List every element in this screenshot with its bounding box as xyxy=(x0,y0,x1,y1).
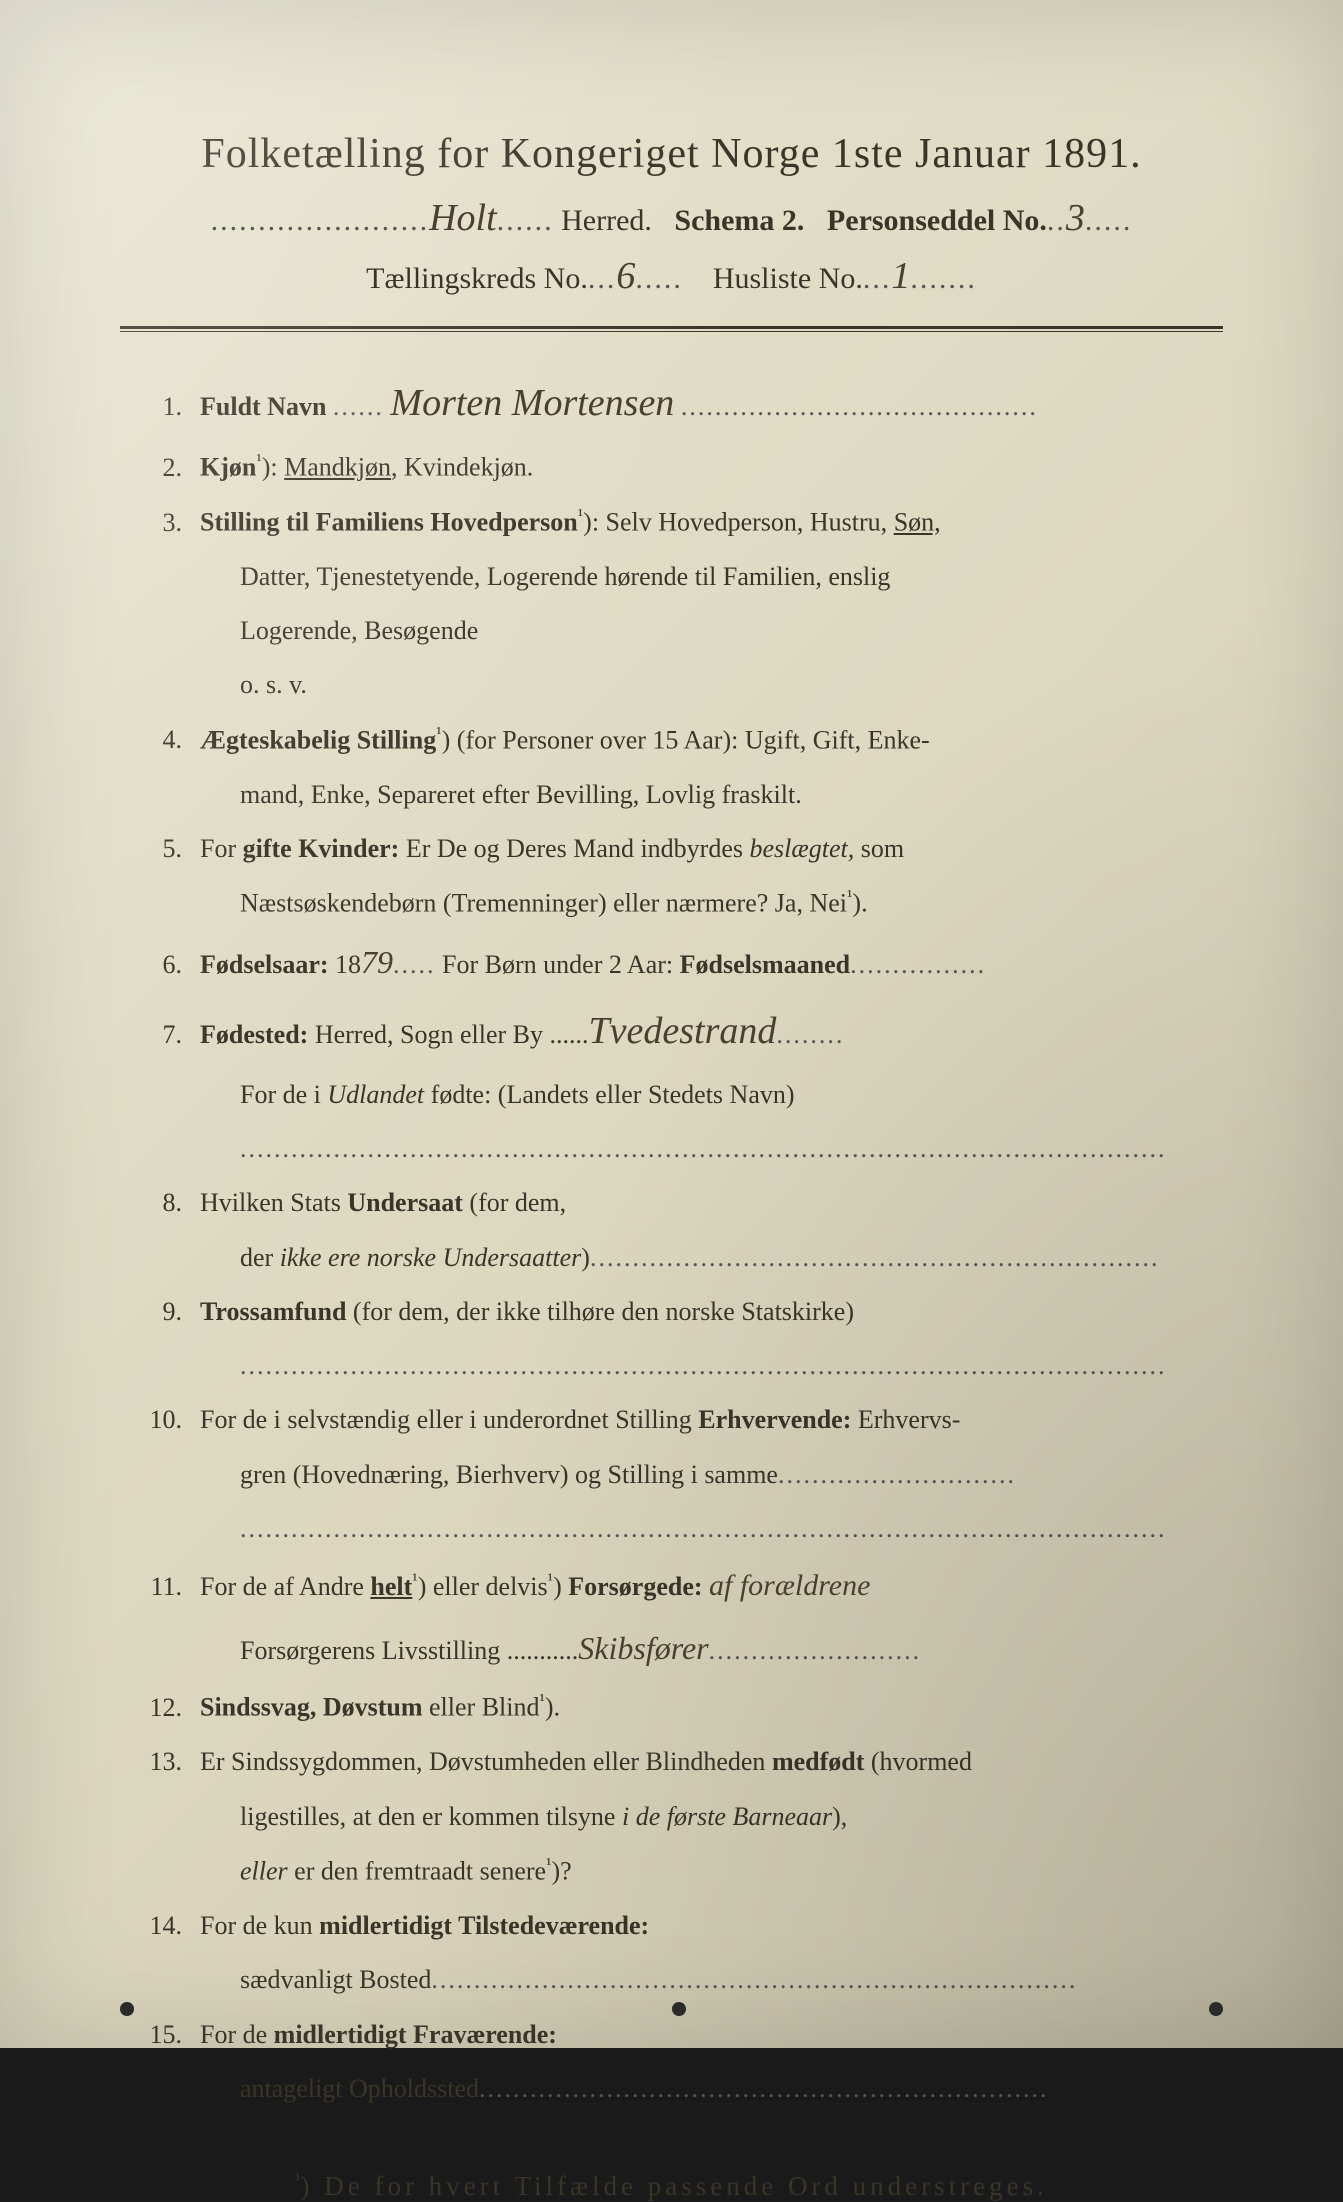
field-3: 3. Stilling til Familiens Hovedperson¹):… xyxy=(140,502,1203,543)
f15-line2: antageligt Opholdssted..................… xyxy=(240,2069,1203,2109)
f3-line1: Selv Hovedperson, Hustru, xyxy=(606,508,894,537)
field-num-4: 4. xyxy=(140,720,200,760)
f7-dots: ........................................… xyxy=(240,1129,1203,1169)
f5-bold: gifte Kvinder: xyxy=(243,834,400,863)
field-num-9: 9. xyxy=(140,1292,200,1332)
field-14: 14. For de kun midlertidigt Tilstedevære… xyxy=(140,1906,1203,1946)
field-num-7: 7. xyxy=(140,1015,200,1055)
f6-year: 79 xyxy=(361,938,393,988)
field-7: 7. Fødested: Herred, Sogn eller By .....… xyxy=(140,1002,1203,1061)
punch-hole-right xyxy=(1209,2002,1223,2016)
f3-label: Stilling til Familiens Hovedperson xyxy=(200,508,578,537)
f7-line2: For de i Udlandet fødte: (Landets eller … xyxy=(240,1075,1203,1115)
punch-hole-mid xyxy=(672,2002,686,2016)
field-11: 11. For de af Andre helt¹) eller delvis¹… xyxy=(140,1563,1203,1610)
herred-line: .......................Holt...... Herred… xyxy=(120,196,1223,240)
field-6: 6. Fødselsaar: 1879..... For Børn under … xyxy=(140,938,1203,988)
f5-line2: Næstsøskendebørn (Tremenninger) eller næ… xyxy=(240,883,1203,924)
husliste-value: 1 xyxy=(891,254,910,298)
field-2: 2. Kjøn¹): Mandkjøn, Kvindekjøn. xyxy=(140,447,1203,488)
kreds-label: Tællingskreds No. xyxy=(366,262,588,295)
f13-line3: eller er den fremtraadt senere¹)? xyxy=(240,1851,1203,1892)
personseddel-value: 3 xyxy=(1066,196,1085,240)
herred-label: Herred. xyxy=(561,204,652,237)
field-num-2: 2. xyxy=(140,448,200,488)
form-body: 1. Fuldt Navn ...... Morten Mortensen ..… xyxy=(120,374,1223,2109)
f4-label: Ægteskabelig Stilling xyxy=(200,725,436,754)
field-12: 12. Sindssvag, Døvstum eller Blind¹). xyxy=(140,1687,1203,1728)
field-num-15: 15. xyxy=(140,2015,200,2055)
f10-dots: ........................................… xyxy=(240,1509,1203,1549)
field-num-13: 13. xyxy=(140,1742,200,1782)
field-num-14: 14. xyxy=(140,1906,200,1946)
field-15: 15. For de midlertidigt Fraværende: xyxy=(140,2015,1203,2055)
field-num-11: 11. xyxy=(140,1567,200,1607)
f13-line2: ligestilles, at den er kommen tilsyne i … xyxy=(240,1797,1203,1837)
field-num-1: 1. xyxy=(140,387,200,427)
f3-son: Søn, xyxy=(894,508,941,537)
form-title: Folketælling for Kongeriget Norge 1ste J… xyxy=(120,130,1223,178)
kreds-value: 6 xyxy=(616,254,635,298)
field-8: 8. Hvilken Stats Undersaat (for dem, xyxy=(140,1183,1203,1223)
field-num-6: 6. xyxy=(140,945,200,985)
f11-hw2: Skibsfører xyxy=(578,1624,708,1674)
husliste-label: Husliste No. xyxy=(713,262,863,295)
field-num-3: 3. xyxy=(140,503,200,543)
dots-left: ....................... xyxy=(211,204,430,237)
f1-label: Fuldt Navn xyxy=(200,392,326,421)
field-num-12: 12. xyxy=(140,1688,200,1728)
field-num-5: 5. xyxy=(140,829,200,869)
f10-line2: gren (Hovednæring, Bierhverv) og Stillin… xyxy=(240,1455,1203,1495)
f11-hw1: af forældrene xyxy=(709,1563,870,1610)
f12-bold: Sindssvag, Døvstum xyxy=(200,1693,423,1722)
field-5: 5. For gifte Kvinder: Er De og Deres Man… xyxy=(140,829,1203,869)
f2-opt-kvindekjon: Kvindekjøn. xyxy=(404,453,533,482)
f2-opt-mandkjon: Mandkjøn xyxy=(284,453,391,482)
f3-line4: o. s. v. xyxy=(240,665,1203,705)
herred-value: Holt xyxy=(429,196,497,240)
census-form-page: Folketælling for Kongeriget Norge 1ste J… xyxy=(0,0,1343,2048)
punch-hole-left xyxy=(120,2002,134,2016)
kreds-line: Tællingskreds No....6..... Husliste No..… xyxy=(120,254,1223,298)
personseddel-label: Personseddel No. xyxy=(827,204,1047,237)
field-9: 9. Trossamfund (for dem, der ikke tilhør… xyxy=(140,1292,1203,1332)
field-num-8: 8. xyxy=(140,1183,200,1223)
f3-line3: Logerende, Besøgende xyxy=(240,611,1203,651)
field-4: 4. Ægteskabelig Stilling¹) (for Personer… xyxy=(140,720,1203,761)
f9-bold: Trossamfund xyxy=(200,1297,346,1326)
f2-label: Kjøn xyxy=(200,453,256,482)
f11-line2: Forsørgerens Livsstilling ...........Ski… xyxy=(240,1624,1203,1674)
f9-dots: ........................................… xyxy=(240,1346,1203,1386)
f8-line2: der ikke ere norske Undersaatter).......… xyxy=(240,1238,1203,1278)
dots-mid: ...... xyxy=(497,204,554,237)
field-1: 1. Fuldt Navn ...... Morten Mortensen ..… xyxy=(140,374,1203,433)
divider-rule xyxy=(120,326,1223,332)
field-10: 10. For de i selvstændig eller i underor… xyxy=(140,1400,1203,1440)
f4-line1a: (for Personer over 15 Aar): Ugift, Gift,… xyxy=(450,725,929,754)
f14-line2: sædvanligt Bosted.......................… xyxy=(240,1960,1203,2000)
f7-value: Tvedestrand xyxy=(589,1002,777,1061)
f1-value: Morten Mortensen xyxy=(390,374,674,433)
field-13: 13. Er Sindssygdommen, Døvstumheden elle… xyxy=(140,1742,1203,1782)
field-num-10: 10. xyxy=(140,1400,200,1440)
f4-line2: mand, Enke, Separeret efter Bevilling, L… xyxy=(240,775,1203,815)
footnote: ¹) De for hvert Tilfælde passende Ord un… xyxy=(120,2169,1223,2202)
f6-label: Fødselsaar: xyxy=(200,950,329,979)
f7-label: Fødested: xyxy=(200,1020,308,1049)
schema-label: Schema 2. xyxy=(674,204,804,237)
f3-line2: Datter, Tjenestetyende, Logerende hørend… xyxy=(240,557,1203,597)
footnote-text: ) De for hvert Tilfælde passende Ord und… xyxy=(301,2171,1048,2201)
